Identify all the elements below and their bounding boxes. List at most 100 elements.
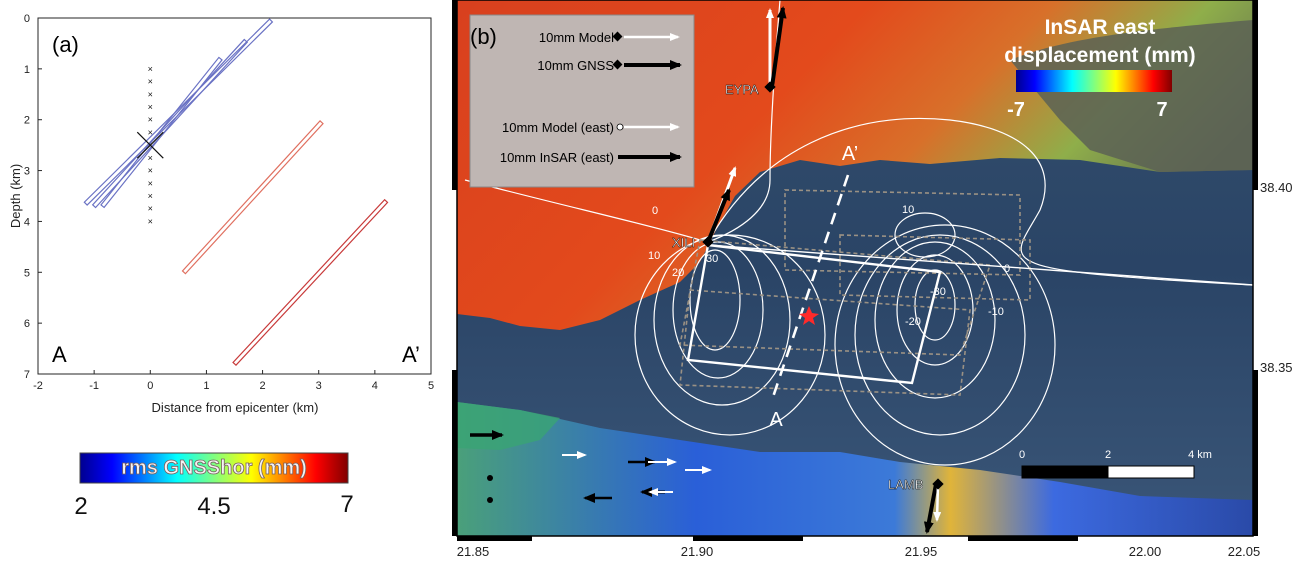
- svg-text:-10: -10: [988, 306, 1004, 318]
- x-tick-label: 2: [260, 380, 266, 392]
- svg-text:22.05: 22.05: [1228, 544, 1261, 559]
- y-axis-label: Depth (km): [8, 164, 23, 228]
- x-tick-label: 0: [147, 380, 153, 392]
- svg-text:EYPA: EYPA: [725, 82, 759, 97]
- profile-label-a-prime: A’: [842, 143, 858, 165]
- x-tick-label: 5: [428, 380, 434, 392]
- legend-label-model: 10mm Model: [539, 30, 614, 45]
- eypa-gnss-arrow: [770, 6, 787, 88]
- gnss-rms-colorbar: [79, 452, 349, 484]
- insar-colorbar-max: 7: [1156, 99, 1167, 121]
- fault-plane-4: [232, 198, 389, 367]
- svg-text:10: 10: [902, 204, 914, 216]
- lamb-model-arrow: [933, 483, 942, 522]
- svg-text:LAMB: LAMB: [888, 477, 923, 492]
- hypocenter-marker: ×: [148, 153, 153, 163]
- insar-colorbar-group: InSAR east displacement (mm) -7 7: [1004, 16, 1195, 121]
- panel-a-label: (a): [52, 32, 79, 57]
- hypocenter-marker: ×: [148, 77, 153, 87]
- arrow-legend: 10mm Model 10mm GNSS 10mm Model (east) 1…: [469, 14, 695, 188]
- svg-text:2: 2: [1105, 449, 1111, 461]
- mountain-relief: [1010, 20, 1253, 172]
- panel-b: A A’ 0 10 20 -10 -20 30 10 0 -30: [452, 0, 1293, 559]
- insar-colorbar-min: -7: [1007, 99, 1025, 121]
- xili-marker: [702, 236, 714, 248]
- legend-label-gnss: 10mm GNSS: [537, 58, 614, 73]
- hypocenter-marker: ×: [148, 178, 153, 188]
- svg-text:-30: -30: [930, 286, 946, 298]
- svg-text:22.00: 22.00: [1129, 544, 1162, 559]
- fault-plane-0: [83, 18, 274, 206]
- y-tick-label: 5: [24, 267, 30, 279]
- x-tick-label: -2: [33, 380, 43, 392]
- map-image: A A’ 0 10 20 -10 -20 30 10 0 -30: [457, 0, 1253, 536]
- south-coast-land: [457, 402, 1253, 536]
- hypocenter-marker: ×: [148, 216, 153, 226]
- hypocenter-marker: ×: [148, 166, 153, 176]
- svg-text:21.90: 21.90: [681, 544, 714, 559]
- scale-bar: 0 2 4 km: [1019, 449, 1212, 479]
- fault-planes: [83, 18, 389, 367]
- insar-colorbar: [1016, 70, 1172, 92]
- panel-a-axes-box: [37, 17, 432, 375]
- y-tick-label: 1: [24, 64, 30, 76]
- profile-label-a: A: [769, 409, 783, 431]
- panel-b-label: (b): [470, 24, 497, 49]
- legend-label-insar-east: 10mm InSAR (east): [500, 150, 614, 165]
- map-frame: [456, 0, 1254, 537]
- svg-text:-20: -20: [905, 316, 921, 328]
- gnss-rms-colorbar-title: rms GNSShor (mm): [121, 457, 307, 479]
- fault-patch-outlines: [679, 189, 1031, 396]
- profile-end-a-prime: A’: [402, 342, 420, 367]
- fault-trace: [707, 244, 1253, 286]
- svg-text:38.40: 38.40: [1260, 180, 1293, 195]
- colorbar-tick-max: 7: [340, 491, 353, 518]
- fault-plane-1: [91, 38, 249, 209]
- longitude-ticks: 21.85 21.90 21.95 22.00 22.05: [457, 544, 1261, 559]
- svg-text:21.95: 21.95: [905, 544, 938, 559]
- x-axis-label: Distance from epicenter (km): [152, 400, 319, 415]
- colorbar-tick-mid: 4.5: [197, 493, 230, 520]
- map-frame-ticks: [452, 0, 1258, 541]
- x-tick-label: 4: [372, 380, 378, 392]
- svg-text:0: 0: [652, 205, 658, 217]
- hypocenter-marker: ×: [148, 204, 153, 214]
- y-tick-label: 2: [24, 115, 30, 127]
- svg-text:4 km: 4 km: [1188, 449, 1212, 461]
- svg-text:21.85: 21.85: [457, 544, 490, 559]
- hypocenter-marker: ×: [148, 127, 153, 137]
- main-fault-plane: [686, 243, 942, 385]
- insar-east-arrows: [470, 430, 712, 503]
- fault-plane-3: [181, 120, 324, 275]
- hypocenter-marker: ×: [148, 115, 153, 125]
- lamb-gnss-arrow: [923, 483, 938, 534]
- panel-a-ticks: -2 -1 0 1 2 3 4 5 0 1 2 3 4 5 6 7: [24, 13, 434, 392]
- x-tick-label: 1: [203, 380, 209, 392]
- hypocenter-marker: ×: [148, 102, 153, 112]
- insar-colorbar-title-2: displacement (mm): [1004, 44, 1195, 67]
- x-tick-label: 3: [316, 380, 322, 392]
- hypocenter-column: ×××××××××××××: [136, 64, 164, 226]
- y-tick-label: 3: [24, 166, 30, 178]
- latitude-ticks: 38.40 38.35: [1260, 180, 1293, 375]
- station-arrows: [706, 6, 942, 534]
- y-tick-label: 7: [24, 369, 30, 381]
- hypocenter-marker: ×: [148, 191, 153, 201]
- south-west-land: [457, 402, 560, 450]
- station-labels: EYPA XILI LAMB: [672, 82, 924, 492]
- svg-text:0: 0: [1019, 449, 1025, 461]
- svg-text:0: 0: [1004, 263, 1010, 275]
- svg-text:20: 20: [672, 267, 684, 279]
- hypocenter-marker: ×: [148, 64, 153, 74]
- xili-gnss-arrow: [706, 188, 731, 243]
- profile-end-a: A: [52, 342, 67, 367]
- svg-text:38.35: 38.35: [1260, 360, 1293, 375]
- y-tick-label: 6: [24, 318, 30, 330]
- svg-text:30: 30: [706, 253, 718, 265]
- x-tick-label: -1: [89, 380, 99, 392]
- svg-text:XILI: XILI: [672, 235, 695, 250]
- svg-text:10: 10: [648, 250, 660, 262]
- lamb-marker: [932, 478, 944, 490]
